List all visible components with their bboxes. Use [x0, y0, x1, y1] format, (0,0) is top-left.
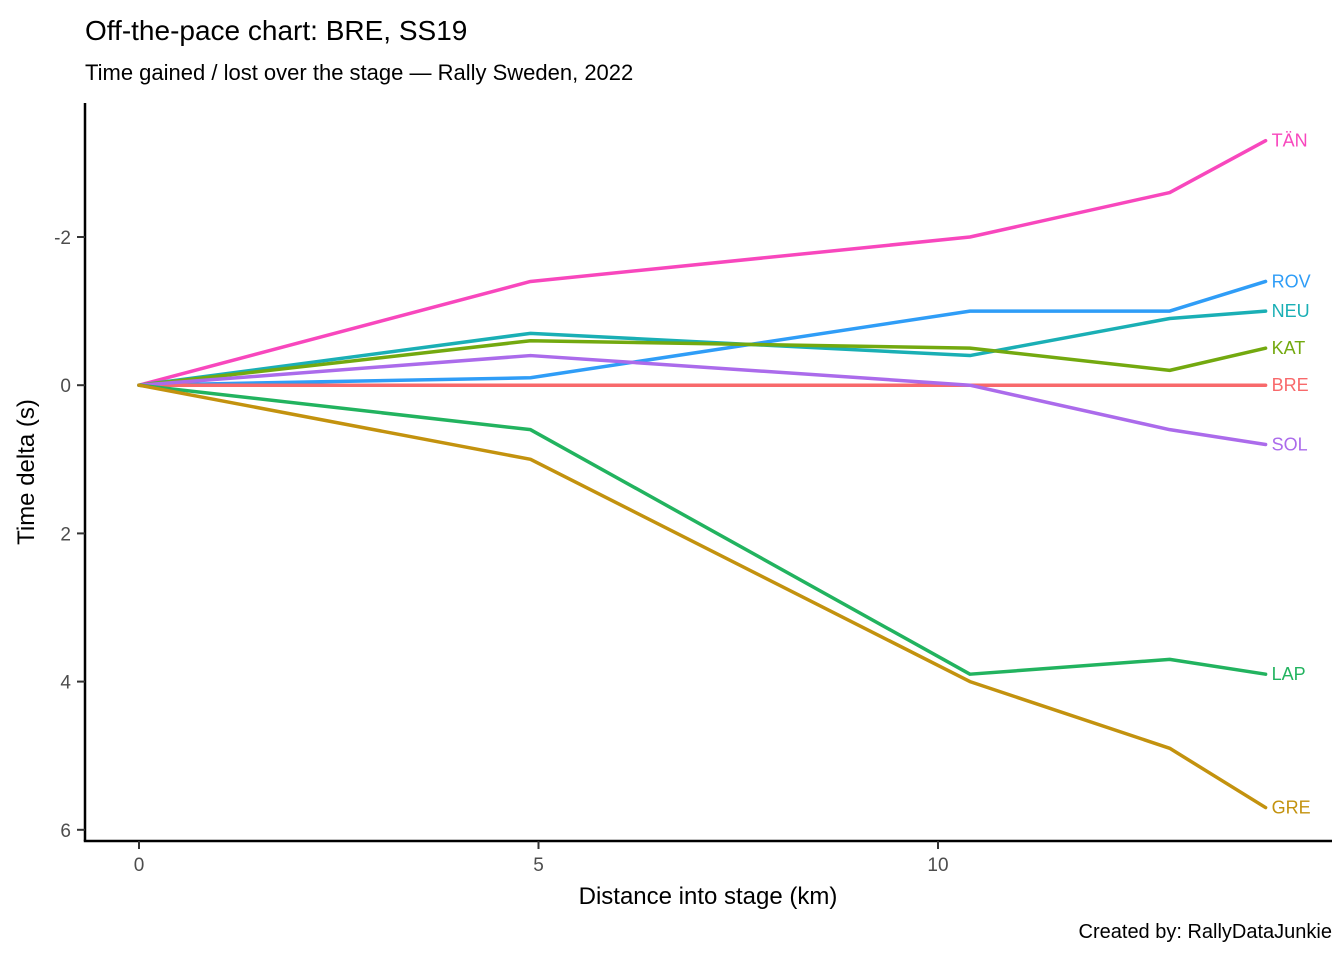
y-tick-label-2: 2 — [60, 524, 71, 545]
y-tick-label--2: -2 — [54, 228, 71, 249]
series-line-NEU — [137, 309, 1268, 387]
y-tick-label-0: 0 — [60, 376, 71, 397]
series-label-LAP: LAP — [1272, 664, 1306, 684]
caption-credit: Created by: RallyDataJunkie — [1079, 921, 1332, 943]
series-line-LAP — [137, 383, 1268, 676]
x-tick-label-0: 0 — [134, 855, 145, 876]
chart-subtitle: Time gained / lost over the stage — Rall… — [85, 60, 633, 85]
chart-title: Off-the-pace chart: BRE, SS19 — [85, 15, 467, 46]
series-label-SOL: SOL — [1272, 434, 1308, 454]
x-axis-title: Distance into stage (km) — [579, 883, 838, 910]
y-axis-title: Time delta (s) — [13, 399, 40, 545]
series-label-TÄN: TÄN — [1272, 131, 1308, 151]
series-line-TÄN — [137, 138, 1268, 387]
series-label-NEU: NEU — [1272, 301, 1310, 321]
y-tick-label-4: 4 — [60, 673, 71, 694]
series-label-KAT: KAT — [1272, 338, 1306, 358]
series-line-GRE — [137, 383, 1268, 810]
series-line-ROV — [137, 279, 1268, 387]
x-tick-label-10: 10 — [927, 855, 948, 876]
series-line-SOL — [137, 353, 1268, 447]
series-line-KAT — [137, 338, 1268, 387]
plot-area: 0 5 10 -2 0 2 4 6 TÄN ROV NEU KAT BRE SOL LAP GRE — [54, 131, 1311, 876]
series-label-ROV: ROV — [1272, 271, 1311, 291]
x-tick-label-5: 5 — [533, 855, 544, 876]
series-label-GRE: GRE — [1272, 798, 1311, 818]
series-label-BRE: BRE — [1272, 375, 1309, 395]
y-tick-label-6: 6 — [60, 821, 71, 842]
